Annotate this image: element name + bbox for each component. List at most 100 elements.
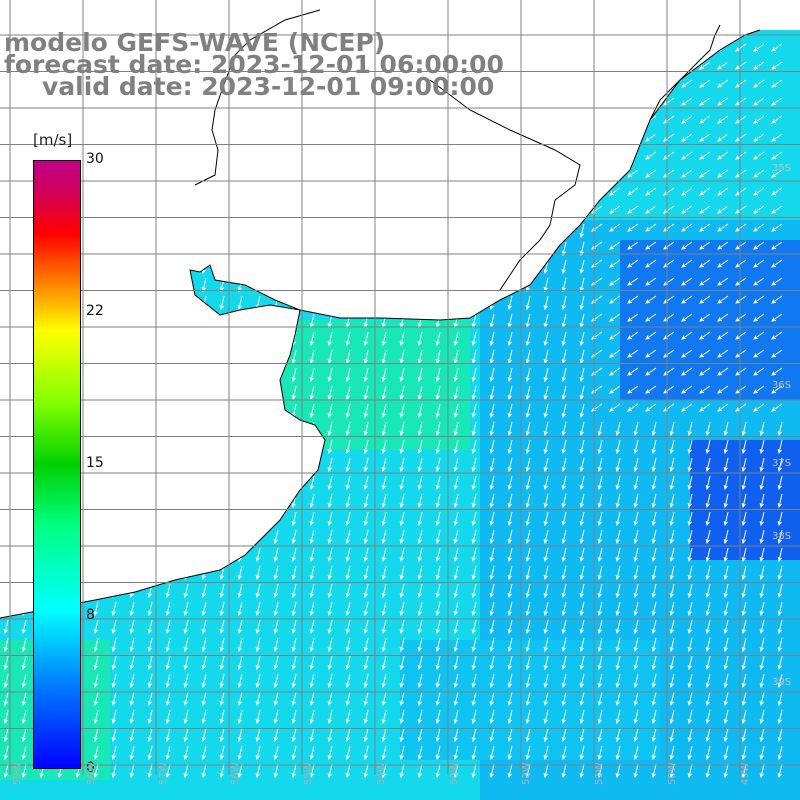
wind-arrow <box>507 421 513 437</box>
wind-arrow <box>147 133 153 149</box>
wind-arrow <box>165 277 171 293</box>
wind-arrow <box>435 709 441 725</box>
wind-arrow <box>579 439 585 455</box>
wind-arrow <box>255 637 261 653</box>
wind-arrow <box>561 115 567 131</box>
wind-arrow <box>147 385 153 401</box>
wind-arrow <box>327 475 333 491</box>
wind-arrow <box>771 61 783 70</box>
wind-arrow <box>435 673 441 689</box>
wind-arrow <box>21 637 27 653</box>
wind-arrow <box>651 637 657 653</box>
wind-arrow <box>525 493 531 509</box>
wind-arrow <box>543 241 549 257</box>
wind-arrow <box>255 331 261 347</box>
wind-arrow <box>57 115 63 131</box>
wind-arrow <box>597 637 603 653</box>
wind-arrow <box>681 223 693 232</box>
wind-arrow <box>21 277 27 293</box>
wind-arrow <box>435 367 441 383</box>
wind-arrow <box>723 457 729 473</box>
wind-arrow <box>111 457 117 473</box>
wind-arrow <box>669 619 675 635</box>
wind-arrow <box>327 439 333 455</box>
wind-arrow <box>717 79 729 88</box>
wind-arrow <box>237 259 243 275</box>
wind-arrow <box>453 655 459 671</box>
wind-arrow <box>579 79 585 95</box>
wind-arrow <box>579 421 585 437</box>
wind-arrow <box>489 115 495 131</box>
wind-arrow <box>417 457 423 473</box>
wind-arrow <box>723 601 729 617</box>
wind-arrow <box>3 619 9 635</box>
wind-arrow <box>345 727 351 743</box>
wind-arrow <box>381 601 387 617</box>
wind-arrow <box>21 439 27 455</box>
wind-arrow <box>255 349 261 365</box>
wind-arrow <box>345 583 351 599</box>
wind-arrow <box>633 763 639 779</box>
wind-arrow <box>723 583 729 599</box>
wind-arrow <box>681 79 693 88</box>
wind-arrow <box>723 475 729 491</box>
wind-arrow <box>543 403 549 419</box>
wind-arrow <box>651 529 657 545</box>
wind-arrow <box>183 385 189 401</box>
wind-arrow <box>471 331 477 347</box>
wind-arrow <box>723 655 729 671</box>
wind-arrow <box>735 79 747 88</box>
wind-arrow <box>507 187 513 203</box>
wind-arrow <box>363 637 369 653</box>
wind-arrow <box>165 583 171 599</box>
wind-arrow <box>435 583 441 599</box>
wind-arrow <box>597 457 603 473</box>
wind-arrow <box>525 673 531 689</box>
wind-arrow <box>705 565 711 581</box>
wind-arrow <box>399 565 405 581</box>
wind-arrow <box>507 583 513 599</box>
wind-arrow <box>93 259 99 275</box>
wind-arrow <box>417 727 423 743</box>
wind-arrow <box>525 43 531 59</box>
wind-arrow <box>633 475 639 491</box>
wind-arrow <box>471 727 477 743</box>
wind-arrow <box>525 187 531 203</box>
wind-arrow <box>753 187 765 196</box>
wind-arrow <box>525 511 531 527</box>
wind-arrow <box>687 421 693 437</box>
wind-arrow <box>609 349 621 358</box>
wind-arrow <box>669 457 675 473</box>
wind-arrow <box>273 727 279 743</box>
wind-arrow <box>363 151 369 167</box>
wind-arrow <box>255 151 261 167</box>
wind-arrow <box>435 277 441 293</box>
wind-arrow <box>399 529 405 545</box>
wind-arrow <box>255 385 261 401</box>
wind-arrow <box>291 259 297 275</box>
wind-arrow <box>273 313 279 329</box>
wind-arrow <box>327 493 333 509</box>
wind-arrow <box>219 637 225 653</box>
wind-arrow <box>219 619 225 635</box>
wind-arrow <box>399 583 405 599</box>
wind-arrow <box>633 439 639 455</box>
wind-arrow <box>627 187 639 196</box>
wind-arrow <box>147 547 153 563</box>
wind-arrow <box>453 259 459 275</box>
wind-arrow <box>687 727 693 743</box>
wind-arrow <box>435 241 441 257</box>
wind-arrow <box>741 421 747 437</box>
wind-arrow <box>471 763 477 779</box>
wind-arrow <box>759 493 765 509</box>
wind-arrow <box>543 367 549 383</box>
wind-arrow <box>663 79 675 88</box>
wind-arrow <box>543 97 549 113</box>
wind-arrow <box>681 277 693 286</box>
wind-arrow <box>723 709 729 725</box>
wind-arrow <box>219 745 225 761</box>
wind-arrow <box>327 583 333 599</box>
wind-arrow <box>21 727 27 743</box>
wind-arrow <box>771 241 783 250</box>
wind-arrow <box>633 493 639 509</box>
